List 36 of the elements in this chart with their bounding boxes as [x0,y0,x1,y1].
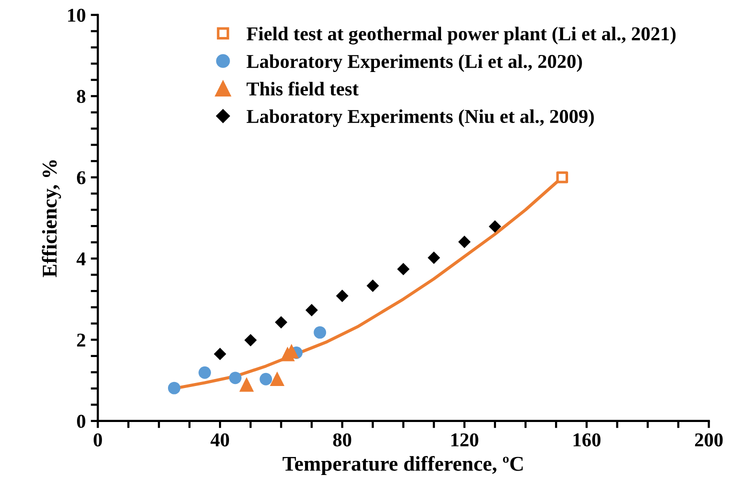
point [239,377,254,392]
point [244,334,257,346]
point [305,304,318,316]
y-tick-label: 6 [76,171,86,184]
x-axis-title: Temperature difference, ºC [282,456,523,476]
point [260,372,272,386]
point [198,366,211,379]
point [270,371,284,386]
y-tick-label: 10 [68,8,86,22]
point [336,290,348,302]
legend-label: Laboratory Experiments (Niu et al., 2009) [246,109,594,128]
x-tick-label: 120 [451,433,478,446]
y-tick-label: 8 [76,90,86,104]
point [488,220,502,233]
legend-label: Field test at geothermal power plant (Li et al., 2021) [246,26,676,44]
point [168,382,180,394]
x-tick-label: 80 [333,433,352,446]
point [274,316,288,328]
x-tick-label: 40 [210,433,230,446]
y-axis-title: Efficiency, % [42,160,62,278]
y-tick-label: 0 [77,414,86,428]
point [366,280,379,292]
point [556,171,568,184]
point [397,262,410,276]
point [229,372,242,384]
x-tick-label: 200 [695,433,723,446]
legend-label: Laboratory Experiments (Li et al., 2020) [246,54,582,72]
x-tick-label: 0 [94,433,102,446]
point [458,236,471,248]
legend-label: This field test [246,82,359,96]
y-tick-label: 2 [77,334,86,346]
point [428,252,440,264]
x-tick-label: 160 [574,433,600,446]
y-tick-label: 4 [76,252,86,266]
point [214,348,226,360]
point [314,326,326,339]
